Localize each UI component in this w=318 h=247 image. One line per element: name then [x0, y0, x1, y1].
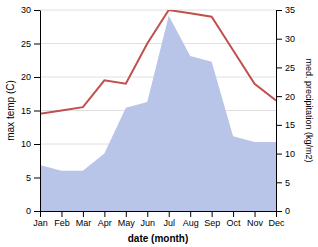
y2-tick: 35: [276, 5, 295, 15]
y2-axis-title: med. precipitation (kg/m2): [304, 58, 314, 162]
x-tick-label: May: [118, 218, 136, 228]
y2-tick-label: 15: [285, 120, 295, 130]
y2-axis-line: [276, 11, 277, 212]
line: [40, 10, 276, 114]
x-tick-label: Apr: [98, 218, 112, 228]
y-tick-mark: [34, 211, 40, 212]
x-tick-mark: [83, 211, 84, 217]
y-tick: 15: [21, 106, 40, 116]
grid-line: [40, 10, 276, 11]
y-axis-line: [40, 11, 41, 212]
x-tick-mark: [147, 211, 148, 217]
y-tick-label: 20: [21, 72, 31, 82]
x-tick-label: Dec: [268, 218, 285, 228]
y2-tick-mark: [276, 125, 282, 126]
x-axis-title: date (month): [128, 233, 189, 244]
x-tick-label: Sep: [204, 218, 220, 228]
x-tick-label: Nov: [247, 218, 264, 228]
y2-tick-mark: [276, 182, 282, 183]
x-tick-label: Feb: [54, 218, 70, 228]
y-tick-mark: [34, 44, 40, 45]
y2-tick-label: 35: [285, 5, 295, 15]
y-tick: 25: [21, 39, 40, 49]
y-tick: 5: [26, 173, 40, 183]
x-tick: Aug: [183, 211, 199, 228]
area: [40, 16, 276, 211]
x-tick: Feb: [54, 211, 70, 228]
x-tick-mark: [233, 211, 234, 217]
y2-tick: 15: [276, 120, 295, 130]
y2-axis: 0 5 10 15 20 25 30 35: [276, 5, 295, 216]
y-axis-title: max temp (C): [5, 80, 16, 141]
y2-tick-mark: [276, 211, 282, 212]
x-tick-mark: [104, 211, 105, 217]
y-tick-mark: [34, 111, 40, 112]
y2-tick-label: 25: [285, 63, 295, 73]
y2-tick-mark: [276, 154, 282, 155]
y2-tick-mark: [276, 10, 282, 11]
x-tick: Nov: [247, 211, 264, 228]
y2-tick: 30: [276, 34, 295, 44]
x-tick-mark: [255, 211, 256, 217]
y-tick-label: 0: [26, 206, 31, 216]
x-axis: Jan Feb Mar Apr May Jun Jul Aug Sep Oct Nov Dec: [33, 211, 285, 228]
y2-tick-mark: [276, 96, 282, 97]
x-tick-label: Jul: [163, 218, 175, 228]
x-tick: Sep: [204, 211, 220, 228]
y-tick-mark: [34, 178, 40, 179]
x-tick-mark: [212, 211, 213, 217]
y2-tick-label: 10: [285, 149, 295, 159]
y2-tick-mark: [276, 39, 282, 40]
plot-area: JanFebMarAprMayJunJulAugSepOctNovDec0510…: [21, 5, 295, 228]
y-tick-mark: [34, 10, 40, 11]
y-tick-label: 10: [21, 139, 31, 149]
x-tick: May: [118, 211, 136, 228]
grid-line: [40, 43, 276, 44]
grid: [40, 10, 276, 211]
y2-tick: 25: [276, 63, 295, 73]
x-tick-label: Mar: [76, 218, 92, 228]
y-tick-label: 30: [21, 5, 31, 15]
x-tick-label: Jun: [141, 218, 156, 228]
x-tick-label: Jan: [33, 218, 48, 228]
x-tick-mark: [126, 211, 127, 217]
y2-tick-mark: [276, 67, 282, 68]
x-tick-mark: [169, 211, 170, 217]
y-tick-label: 15: [21, 106, 31, 116]
y2-tick: 20: [276, 92, 295, 102]
x-tick: Jun: [141, 211, 156, 228]
x-tick: Jan: [33, 211, 48, 228]
x-tick: Jul: [163, 211, 175, 228]
x-tick: Mar: [76, 211, 92, 228]
y2-tick: 0: [276, 206, 290, 216]
x-tick: Dec: [268, 211, 285, 228]
y-tick-label: 5: [26, 173, 31, 183]
marks: [40, 10, 276, 211]
x-tick-label: Oct: [227, 218, 242, 228]
y-tick-mark: [34, 144, 40, 145]
x-tick-label: Aug: [183, 218, 199, 228]
y-tick-mark: [34, 77, 40, 78]
y2-tick: 5: [276, 178, 290, 188]
chart: JanFebMarAprMayJunJulAugSepOctNovDec0510…: [0, 0, 318, 247]
x-tick-mark: [40, 211, 41, 217]
y-tick: 30: [21, 5, 40, 15]
x-tick: Apr: [98, 211, 112, 228]
x-tick: Oct: [227, 211, 242, 228]
y2-tick-label: 5: [285, 178, 290, 188]
x-axis-line: [41, 211, 277, 212]
x-tick-mark: [61, 211, 62, 217]
y-tick: 0: [26, 206, 40, 216]
x-tick-mark: [190, 211, 191, 217]
y2-tick: 10: [276, 149, 295, 159]
y-tick: 20: [21, 72, 40, 82]
y-tick-label: 25: [21, 39, 31, 49]
y-tick: 10: [21, 139, 40, 149]
y2-tick-label: 30: [285, 34, 295, 44]
y-axis: 0 5 10 15 20 25 30: [21, 5, 41, 216]
y2-tick-label: 0: [285, 206, 290, 216]
y2-tick-label: 20: [285, 92, 295, 102]
